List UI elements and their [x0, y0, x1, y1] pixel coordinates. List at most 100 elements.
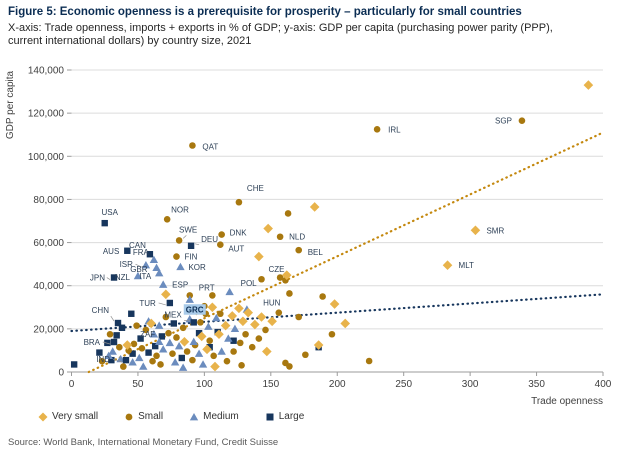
scatter-point	[139, 362, 148, 370]
x-axis-title: Trade openness	[531, 396, 603, 407]
scatter-point	[120, 363, 127, 370]
scatter-point-CZE	[258, 275, 265, 283]
point-label-DNK: DNK	[230, 229, 248, 238]
point-label-CHN: CHN	[92, 306, 110, 315]
scatter-point-JPN	[110, 274, 118, 281]
scatter-point-KOR	[176, 262, 185, 271]
chart-legend: Very small Small Medium Large	[38, 411, 304, 422]
scatter-point	[204, 322, 213, 330]
point-label-HUN: HUN	[263, 298, 281, 307]
scatter-point-ZAF	[154, 337, 164, 345]
scatter-point	[189, 356, 196, 364]
scatter-point	[179, 337, 190, 347]
scatter-point-SWE	[175, 237, 183, 244]
scatter-point	[70, 361, 78, 368]
scatter-point	[165, 338, 175, 347]
scatter-point	[234, 303, 244, 314]
scatter-point	[210, 361, 220, 372]
scatter-point	[129, 350, 136, 357]
scatter-point-DNK	[218, 231, 225, 238]
scatter-point-AUT	[217, 241, 224, 249]
scatter-point-BEL	[295, 246, 303, 254]
trendline-small-countries	[87, 131, 605, 374]
x-tick-label: 150	[262, 379, 279, 390]
legend-triangle-icon	[189, 412, 199, 420]
scatter-point	[254, 251, 264, 262]
point-label-GRC: GRC	[186, 306, 204, 315]
y-tick-label: 120,000	[28, 109, 65, 120]
scatter-point-ITA	[154, 269, 164, 277]
legend-label: Large	[278, 411, 305, 422]
point-label-NZL: NZL	[115, 273, 131, 282]
scatter-point	[138, 344, 146, 352]
legend-label: Very small	[52, 411, 99, 422]
scatter-point-DEU	[187, 242, 195, 250]
y-axis-title: GDP per capita	[5, 70, 16, 139]
scatter-point	[295, 313, 303, 321]
scatter-point	[104, 351, 113, 360]
scatter-point	[340, 318, 351, 329]
scatter-point	[122, 340, 133, 350]
point-label-USA: USA	[101, 208, 118, 217]
scatter-point-SGP	[518, 117, 526, 124]
scatter-point	[230, 337, 237, 344]
x-tick-label: 350	[528, 379, 545, 390]
scatter-point	[194, 349, 204, 357]
scatter-point	[135, 353, 144, 362]
scatter-point	[179, 324, 187, 332]
scatter-point-USA	[101, 219, 108, 227]
legend-item-very-small: Very small	[38, 411, 98, 422]
scatter-point	[116, 354, 125, 363]
label-leader-DEU	[195, 243, 200, 246]
scatter-point-CHN	[114, 319, 122, 327]
scatter-point-CAN	[146, 251, 154, 258]
scatter-point	[210, 352, 217, 360]
label-leader-JPN	[106, 277, 111, 280]
x-tick-label: 400	[595, 379, 612, 390]
scatter-point-ISR	[141, 261, 151, 269]
scatter-point-MLT	[442, 260, 453, 271]
scatter-point	[116, 343, 123, 351]
scatter-point-FIN	[173, 253, 180, 260]
scatter-point	[284, 210, 292, 217]
scatter-point	[96, 349, 103, 356]
scatter-point	[275, 309, 283, 316]
legend-item-small: Small	[124, 411, 163, 422]
scatter-point	[276, 274, 284, 281]
x-tick-label: 300	[462, 379, 479, 390]
scatter-point	[282, 359, 289, 367]
scatter-point	[223, 357, 231, 365]
scatter-point	[329, 299, 340, 309]
scatter-point	[146, 318, 157, 329]
scatter-point	[243, 307, 254, 318]
point-label-SMR: SMR	[486, 226, 504, 235]
scatter-point	[170, 320, 178, 327]
legend-item-large: Large	[265, 411, 305, 422]
scatter-point	[217, 347, 226, 355]
scatter-point	[137, 335, 144, 342]
scatter-point-NOR	[163, 215, 171, 223]
scatter-point	[209, 292, 216, 299]
scatter-point	[196, 331, 207, 342]
y-tick-label: 140,000	[28, 66, 65, 77]
x-tick-label: 200	[329, 379, 346, 390]
scatter-point	[198, 360, 208, 368]
scatter-point	[189, 337, 198, 345]
source-note: Source: World Bank, International Moneta…	[8, 437, 279, 448]
scatter-point	[157, 361, 164, 368]
scatter-point	[178, 363, 188, 371]
point-label-CZE: CZE	[269, 265, 285, 274]
point-label-NOR: NOR	[171, 205, 189, 214]
point-label-BRA: BRA	[84, 338, 101, 347]
scatter-point	[149, 357, 156, 365]
figure-subtitle: X-axis: Trade openness, imports + export…	[8, 22, 553, 47]
scatter-point	[158, 345, 168, 353]
scatter-point	[262, 326, 269, 334]
scatter-point	[113, 332, 120, 339]
scatter-point	[173, 334, 180, 341]
scatter-point	[214, 329, 224, 340]
scatter-point	[206, 337, 213, 345]
scatter-point	[162, 313, 170, 321]
point-label-ISR: ISR	[120, 260, 134, 269]
